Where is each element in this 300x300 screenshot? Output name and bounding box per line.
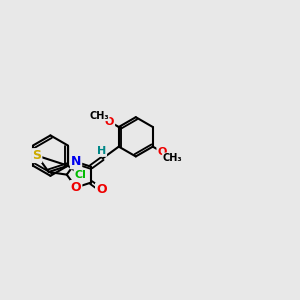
Text: S: S xyxy=(32,149,41,162)
Text: CH₃: CH₃ xyxy=(162,153,182,163)
Text: O: O xyxy=(157,147,167,157)
Text: O: O xyxy=(71,181,81,194)
Text: O: O xyxy=(96,184,106,196)
Text: CH₃: CH₃ xyxy=(89,111,109,121)
Text: H: H xyxy=(97,146,106,156)
Text: Cl: Cl xyxy=(74,170,86,180)
Text: O: O xyxy=(105,117,114,127)
Text: N: N xyxy=(71,155,81,168)
